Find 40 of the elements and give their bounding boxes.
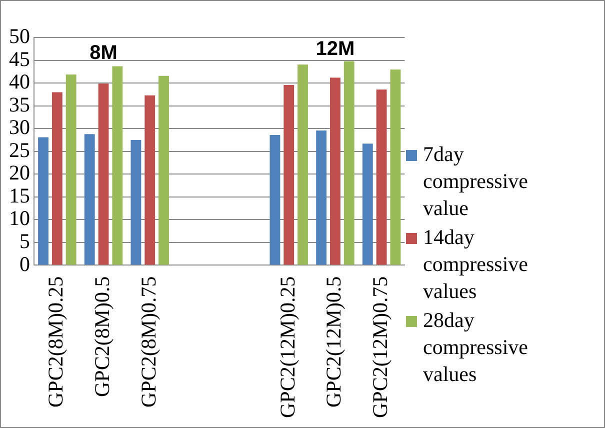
y-tick-label: 50: [9, 24, 30, 48]
legend-label: 28day compressive values: [423, 307, 528, 388]
bar: [84, 134, 95, 265]
bar: [52, 92, 62, 265]
bar: [66, 74, 76, 265]
bar: [376, 90, 387, 265]
y-tick-label: 0: [20, 252, 30, 276]
legend-label: 14day compressive values: [423, 224, 528, 305]
bar: [298, 64, 308, 265]
x-tick-label: GPC2(12M)0.75: [368, 276, 392, 418]
y-tick-label: 15: [9, 183, 30, 208]
x-tick-label: GPC2(8M)0.5: [90, 276, 114, 398]
y-tick-label: 35: [9, 92, 30, 116]
bar: [390, 69, 401, 265]
bar: [144, 95, 156, 265]
y-tick-label: 45: [9, 46, 30, 71]
annotation: 8M: [90, 42, 118, 64]
x-tick-label: GPC2(12M)0.5: [322, 276, 346, 408]
x-tick-label: GPC2(8M)0.75: [136, 276, 160, 408]
y-tick-label: 5: [20, 228, 30, 253]
bar: [330, 78, 340, 265]
x-tick-label: GPC2(12M)0.25: [275, 276, 300, 418]
y-tick-label: 40: [9, 70, 30, 94]
bar: [362, 144, 373, 265]
legend-label: 7day compressive value: [423, 141, 528, 222]
bar: [284, 84, 294, 265]
y-tick-label: 10: [9, 206, 30, 230]
y-tick-label: 25: [9, 138, 30, 162]
y-tick-label: 30: [9, 115, 30, 140]
annotation: 12M: [316, 38, 355, 60]
bar: [344, 61, 354, 265]
bar: [270, 135, 280, 265]
y-tick-label: 20: [9, 160, 30, 185]
bar: [130, 140, 142, 265]
bar: [38, 137, 48, 265]
bar: [316, 130, 327, 265]
bar: [98, 84, 109, 265]
bar: [112, 66, 123, 265]
x-tick-label: GPC2(8M)0.25: [44, 276, 68, 408]
bar: [158, 76, 169, 265]
